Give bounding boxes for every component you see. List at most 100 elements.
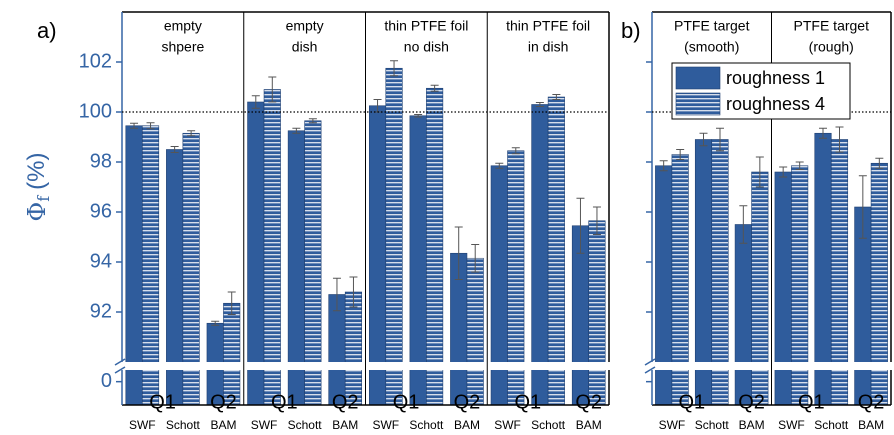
- y-tick-label: 94: [90, 250, 112, 272]
- error-bar: [495, 162, 504, 169]
- x-tick-label: SWF: [494, 418, 521, 432]
- bar: [774, 171, 792, 406]
- error-bar: [170, 146, 179, 153]
- group-title: PTFE target: [794, 18, 870, 34]
- quality-label: Q2: [210, 391, 237, 413]
- error-bar: [430, 84, 439, 92]
- bar: [385, 67, 403, 406]
- quality-label: Q2: [454, 391, 481, 413]
- group-title: thin PTFE foil: [506, 18, 590, 34]
- x-tick-label: Schott: [166, 418, 201, 432]
- error-bar: [414, 114, 423, 118]
- error-bar: [268, 76, 277, 103]
- error-bar: [227, 291, 236, 315]
- bar: [751, 171, 769, 406]
- quality-label: Q1: [271, 391, 298, 413]
- error-bar: [592, 206, 601, 235]
- x-tick-label: Schott: [409, 418, 444, 432]
- x-tick-label: BAM: [858, 418, 884, 432]
- error-bar: [511, 147, 520, 155]
- error-bar: [211, 320, 220, 326]
- error-bar: [349, 276, 358, 308]
- group-title: empty: [164, 18, 202, 34]
- group-title: no dish: [404, 39, 449, 55]
- group-title: (rough): [809, 39, 854, 55]
- error-bar: [576, 197, 585, 254]
- break-mark: [644, 366, 656, 374]
- error-bar: [875, 157, 884, 169]
- y-tick-label: 96: [90, 200, 112, 222]
- break-mark: [644, 358, 656, 366]
- bar: [247, 101, 265, 406]
- bar: [263, 89, 281, 406]
- quality-label: Q1: [678, 391, 705, 413]
- quality-label: Q2: [332, 391, 359, 413]
- bar: [223, 302, 241, 406]
- x-tick-label: BAM: [332, 418, 358, 432]
- x-tick-label: Schott: [695, 418, 730, 432]
- bar: [588, 220, 606, 406]
- error-bar: [146, 122, 155, 130]
- error-bar: [795, 161, 804, 170]
- group-title: empty: [286, 18, 324, 34]
- group-title: (smooth): [684, 39, 739, 55]
- bar: [547, 96, 565, 406]
- error-bar: [739, 205, 748, 244]
- x-tick-label: Schott: [531, 418, 566, 432]
- x-tick-label: Schott: [288, 418, 323, 432]
- legend-swatch: [675, 92, 721, 116]
- error-bar: [779, 166, 788, 178]
- legend-swatch: [675, 66, 721, 90]
- quality-label: Q1: [149, 391, 176, 413]
- error-bar: [332, 277, 341, 312]
- x-tick-label: BAM: [739, 418, 765, 432]
- quality-label: Q2: [575, 391, 602, 413]
- error-bar: [676, 149, 685, 160]
- y-tick-label: 102: [79, 50, 112, 72]
- quality-label: Q1: [393, 391, 420, 413]
- legend-label: roughness 4: [726, 94, 825, 114]
- break-mark: [114, 366, 126, 374]
- x-tick-label: BAM: [576, 418, 602, 432]
- bar: [426, 87, 444, 406]
- y-tick-label: 100: [79, 100, 112, 122]
- bar: [531, 104, 549, 406]
- error-bar: [471, 244, 480, 273]
- x-tick-label: BAM: [454, 418, 480, 432]
- error-bar: [454, 226, 463, 280]
- x-tick-label: SWF: [129, 418, 156, 432]
- error-bar: [659, 160, 668, 172]
- error-bar: [292, 127, 301, 134]
- bar: [734, 224, 752, 406]
- quality-label: Q1: [798, 391, 825, 413]
- error-bar: [858, 175, 867, 239]
- y-axis-label: Φf(%): [23, 153, 53, 222]
- group-title: thin PTFE foil: [384, 18, 468, 34]
- bar: [368, 105, 387, 406]
- group-title: shpere: [161, 39, 204, 55]
- error-bar: [390, 60, 399, 77]
- panel-label: a): [37, 18, 57, 43]
- break-mark: [114, 358, 126, 366]
- x-tick-label: SWF: [372, 418, 399, 432]
- bar: [409, 115, 427, 406]
- quality-label: Q1: [514, 391, 541, 413]
- bar: [466, 257, 484, 406]
- error-bar: [835, 126, 844, 153]
- x-tick-label: SWF: [778, 418, 805, 432]
- error-bar: [716, 127, 724, 152]
- group-title: PTFE target: [674, 18, 750, 34]
- legend-label: roughness 1: [726, 68, 825, 88]
- x-tick-label: SWF: [251, 418, 278, 432]
- error-bar: [251, 95, 260, 109]
- bar: [344, 291, 363, 406]
- x-tick-label: Schott: [814, 418, 849, 432]
- y-tick-label: 0: [101, 370, 112, 392]
- error-bar: [187, 130, 196, 137]
- error-bar: [308, 118, 317, 124]
- error-bar: [819, 127, 827, 139]
- error-bar: [535, 102, 544, 107]
- error-bar: [699, 132, 708, 147]
- x-tick-label: SWF: [659, 418, 686, 432]
